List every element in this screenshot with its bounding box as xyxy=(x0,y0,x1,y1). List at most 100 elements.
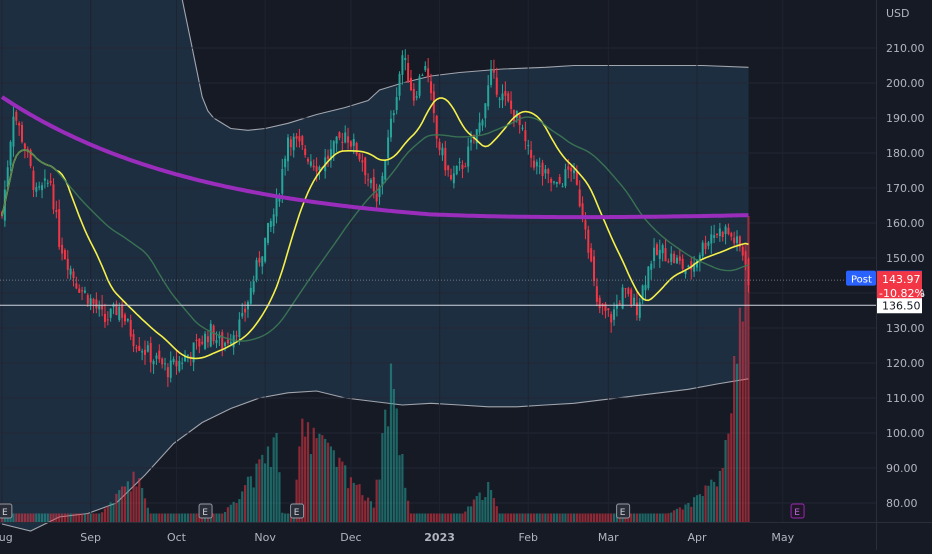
candle-body[interactable] xyxy=(552,181,555,183)
candle-body[interactable] xyxy=(41,185,44,191)
candle-body[interactable] xyxy=(518,115,521,126)
candle-body[interactable] xyxy=(289,139,292,148)
candle-body[interactable] xyxy=(235,335,238,337)
candle-body[interactable] xyxy=(144,349,146,355)
candle-body[interactable] xyxy=(329,149,332,161)
candle-body[interactable] xyxy=(484,103,487,119)
candle-body[interactable] xyxy=(155,355,158,359)
candle-body[interactable] xyxy=(392,113,395,116)
candle-body[interactable] xyxy=(18,123,21,126)
candle-body[interactable] xyxy=(738,236,741,247)
candle-body[interactable] xyxy=(587,229,590,253)
candle-body[interactable] xyxy=(381,176,384,186)
candle-body[interactable] xyxy=(241,312,244,317)
candle-body[interactable] xyxy=(678,256,681,261)
candle-body[interactable] xyxy=(590,248,593,262)
candle-body[interactable] xyxy=(158,350,161,360)
candle-body[interactable] xyxy=(524,130,527,142)
candle-body[interactable] xyxy=(224,342,227,347)
candle-body[interactable] xyxy=(550,178,553,183)
candle-body[interactable] xyxy=(307,158,310,162)
candle-body[interactable] xyxy=(530,149,533,158)
candle-body[interactable] xyxy=(664,248,667,262)
candle-body[interactable] xyxy=(558,177,561,184)
candle-body[interactable] xyxy=(121,304,124,318)
candle-body[interactable] xyxy=(727,227,730,235)
candle-body[interactable] xyxy=(581,203,584,217)
candle-body[interactable] xyxy=(98,305,101,310)
candle-body[interactable] xyxy=(169,360,172,378)
candle-body[interactable] xyxy=(209,323,212,347)
candle-body[interactable] xyxy=(495,77,498,95)
candle-body[interactable] xyxy=(332,141,335,155)
candle-body[interactable] xyxy=(215,340,218,344)
candle-body[interactable] xyxy=(507,93,510,102)
candle-body[interactable] xyxy=(564,169,567,186)
candle-body[interactable] xyxy=(358,153,361,160)
candle-body[interactable] xyxy=(418,76,421,96)
candle-body[interactable] xyxy=(244,308,247,313)
candle-body[interactable] xyxy=(232,335,235,348)
price-axis[interactable]: USD 210.00 200.00 190.00 180.00 170.00 160.00… xyxy=(876,0,925,550)
candle-body[interactable] xyxy=(92,299,95,304)
candle-body[interactable] xyxy=(424,65,427,71)
candle-body[interactable] xyxy=(615,304,618,309)
candle-body[interactable] xyxy=(716,233,718,235)
candle-body[interactable] xyxy=(375,193,378,202)
candle-body[interactable] xyxy=(401,55,404,75)
candle-body[interactable] xyxy=(644,284,647,291)
candle-body[interactable] xyxy=(287,137,289,162)
candle-body[interactable] xyxy=(355,142,358,155)
candle-body[interactable] xyxy=(384,160,387,180)
candle-body[interactable] xyxy=(312,165,315,168)
candle-body[interactable] xyxy=(103,313,106,323)
candle-body[interactable] xyxy=(132,334,135,347)
candle-body[interactable] xyxy=(146,345,149,352)
time-axis[interactable]: Aug Sep Oct Nov Dec 2023 Feb Mar Apr May xyxy=(0,522,932,545)
candle-body[interactable] xyxy=(713,235,716,238)
candle-body[interactable] xyxy=(613,309,616,320)
candle-body[interactable] xyxy=(673,253,676,263)
candle-body[interactable] xyxy=(610,314,613,323)
candle-body[interactable] xyxy=(252,281,255,293)
candle-body[interactable] xyxy=(744,251,747,265)
candle-body[interactable] xyxy=(647,266,650,289)
candle-body[interactable] xyxy=(66,258,69,270)
candle-body[interactable] xyxy=(349,141,352,147)
candle-body[interactable] xyxy=(532,160,535,168)
candle-body[interactable] xyxy=(204,333,207,349)
candle-body[interactable] xyxy=(638,302,641,318)
candle-body[interactable] xyxy=(681,258,684,269)
candle-body[interactable] xyxy=(458,161,461,163)
candle-body[interactable] xyxy=(344,132,347,143)
candle-body[interactable] xyxy=(395,97,398,111)
candle-body[interactable] xyxy=(152,360,155,365)
candle-body[interactable] xyxy=(135,347,138,349)
candle-body[interactable] xyxy=(198,338,201,347)
candle-body[interactable] xyxy=(704,242,707,249)
candle-body[interactable] xyxy=(38,186,41,188)
candle-body[interactable] xyxy=(304,148,307,156)
candle-body[interactable] xyxy=(409,77,412,91)
candle-body[interactable] xyxy=(206,336,209,343)
candle-body[interactable] xyxy=(427,68,430,78)
candle-body[interactable] xyxy=(266,223,269,243)
candle-body[interactable] xyxy=(724,226,727,235)
candle-body[interactable] xyxy=(607,308,610,311)
candle-body[interactable] xyxy=(438,141,441,151)
candle-body[interactable] xyxy=(635,302,638,316)
candle-body[interactable] xyxy=(63,250,66,260)
candle-body[interactable] xyxy=(301,136,304,146)
candle-body[interactable] xyxy=(378,186,381,197)
candle-body[interactable] xyxy=(447,165,450,171)
candle-body[interactable] xyxy=(490,68,493,85)
candle-body[interactable] xyxy=(75,283,78,289)
candle-body[interactable] xyxy=(501,93,504,101)
candle-body[interactable] xyxy=(687,265,690,268)
candle-body[interactable] xyxy=(72,271,75,279)
candle-body[interactable] xyxy=(315,166,318,172)
candle-body[interactable] xyxy=(464,166,467,168)
candle-body[interactable] xyxy=(653,247,656,262)
candle-body[interactable] xyxy=(83,290,86,293)
